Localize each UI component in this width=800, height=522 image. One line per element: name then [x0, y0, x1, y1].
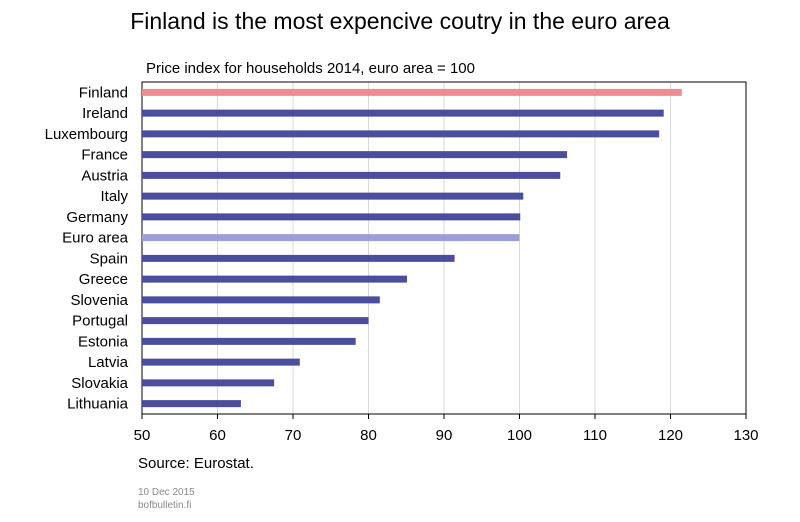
chart-title: Finland is the most expencive coutry in …: [130, 8, 670, 34]
bar-greece: [142, 275, 408, 283]
category-label: Lithuania: [67, 396, 129, 413]
category-label: Germany: [66, 209, 128, 226]
bar-france: [142, 151, 568, 159]
category-label: Greece: [79, 271, 128, 288]
category-label: Latvia: [88, 354, 129, 371]
bar-italy: [142, 192, 524, 200]
bar-latvia: [142, 358, 300, 366]
x-tick-label: 80: [360, 427, 377, 444]
x-tick-label: 120: [658, 427, 683, 444]
bar-finland: [142, 88, 682, 96]
category-label: Austria: [81, 167, 128, 184]
category-label: Slovakia: [71, 375, 128, 392]
x-tick-label: 70: [285, 427, 302, 444]
bar-estonia: [142, 337, 356, 345]
source-note: Source: Eurostat.: [138, 455, 254, 472]
bar-germany: [142, 213, 521, 221]
x-tick-label: 50: [134, 427, 151, 444]
category-label: Finland: [79, 84, 128, 101]
x-tick-label: 130: [733, 427, 758, 444]
x-tick-label: 60: [209, 427, 226, 444]
bar-lithuania: [142, 400, 241, 408]
category-label: Portugal: [72, 313, 128, 330]
bar-portugal: [142, 317, 369, 325]
x-tick-label: 110: [583, 427, 607, 444]
bar-spain: [142, 254, 455, 262]
bar-luxembourg: [142, 130, 660, 138]
category-label: Ireland: [82, 105, 128, 122]
category-label: Euro area: [62, 230, 129, 247]
category-label: France: [81, 147, 128, 164]
bar-austria: [142, 171, 561, 179]
category-label: Estonia: [78, 333, 129, 350]
category-label: Spain: [90, 250, 128, 267]
x-tick-label: 100: [507, 427, 532, 444]
footer-site: bofbulletin.fi: [138, 500, 192, 511]
bar-ireland: [142, 109, 664, 117]
category-label: Slovenia: [70, 292, 128, 309]
bar-slovenia: [142, 296, 380, 304]
footer-date: 10 Dec 2015: [138, 487, 195, 498]
category-label: Italy: [100, 188, 128, 205]
chart-subtitle: Price index for households 2014, euro ar…: [146, 60, 475, 77]
bar-slovakia: [142, 379, 275, 387]
category-label: Luxembourg: [45, 126, 128, 143]
bar-euro-area: [142, 234, 520, 242]
x-tick-label: 90: [436, 427, 453, 444]
